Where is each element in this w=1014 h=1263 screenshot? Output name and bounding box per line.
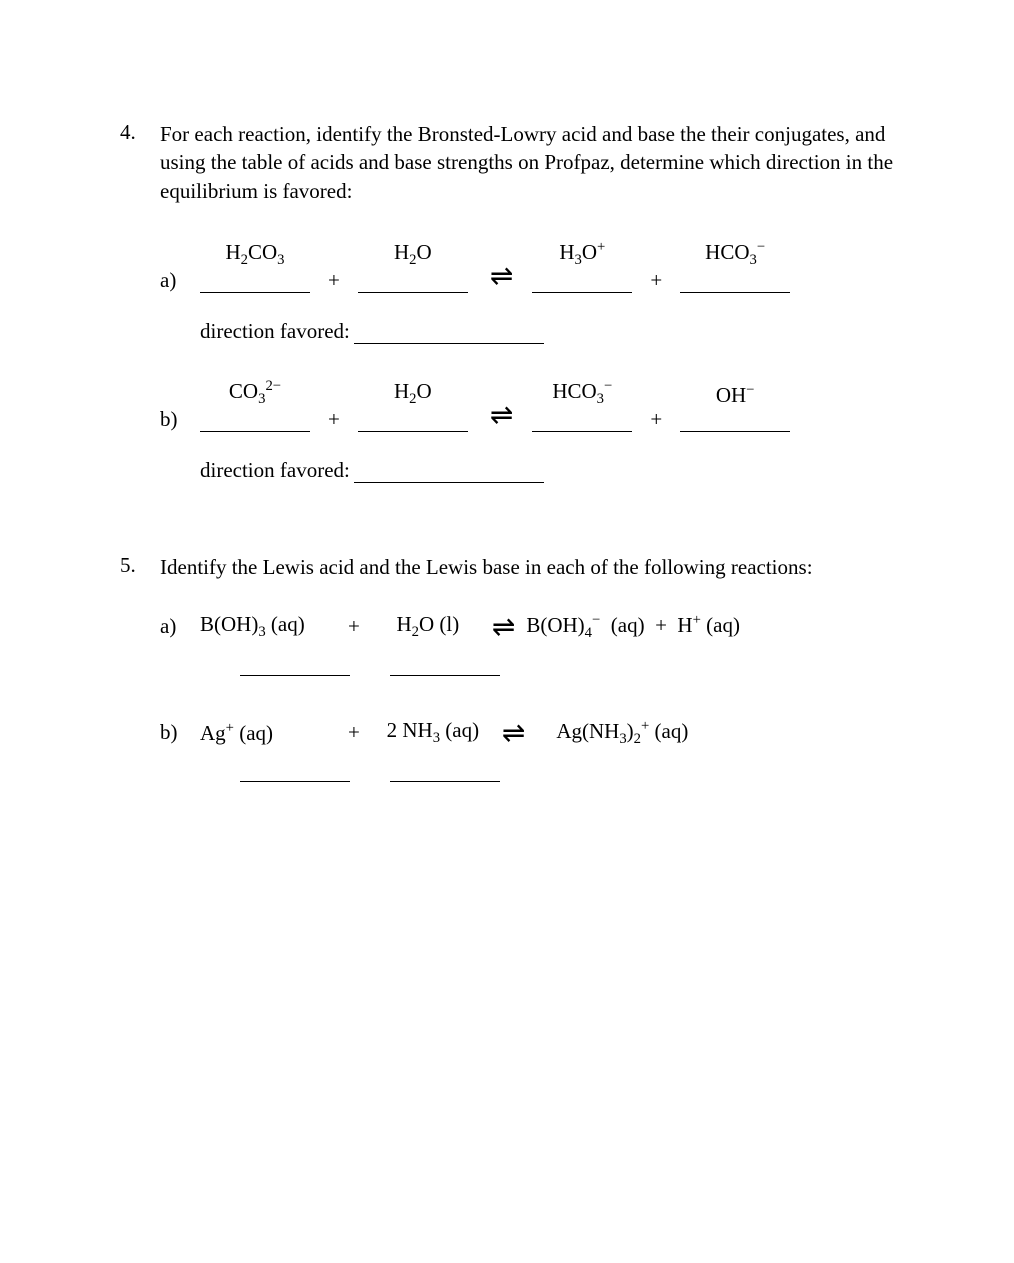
reactant-1: H2CO3 <box>225 240 284 269</box>
direction-blank <box>354 342 544 344</box>
reactant-1: CO32− <box>229 378 281 408</box>
worksheet-page: { "q4": { "number": "4.", "prompt": "For… <box>0 0 1014 1263</box>
reaction-row: b) CO32− + H2O ⇌ HCO3− + OH− <box>160 378 914 432</box>
blank-line <box>358 430 468 432</box>
plus: + <box>310 268 358 293</box>
blank-line <box>390 674 500 676</box>
equilibrium-arrow: ⇌ <box>478 610 526 644</box>
blank-line <box>200 430 310 432</box>
reactant-1: B(OH)3 (aq) <box>200 612 330 641</box>
reactant-2: H2O <box>394 379 432 408</box>
equilibrium-arrow: ⇌ <box>468 398 532 432</box>
products: Ag(NH3)2+ (aq) <box>536 718 688 748</box>
part-label: a) <box>160 614 200 639</box>
product-1: H3O+ <box>559 239 605 269</box>
product-2: OH− <box>716 382 755 408</box>
question-prompt: Identify the Lewis acid and the Lewis ba… <box>160 553 914 581</box>
question-number: 5. <box>120 553 160 578</box>
direction-label: direction favored: <box>200 319 350 344</box>
blank-line <box>240 674 350 676</box>
question-number: 4. <box>120 120 160 145</box>
q4-part-b: b) CO32− + H2O ⇌ HCO3− + OH− direction f… <box>160 378 914 483</box>
blank-line <box>532 291 632 293</box>
reactant-1: Ag+ (aq) <box>200 720 330 746</box>
blank-line <box>390 780 500 782</box>
q5-part-a: a) B(OH)3 (aq) + H2O (l) ⇌ B(OH)4− (aq) … <box>160 610 914 676</box>
blank-line <box>358 291 468 293</box>
question-4: 4. For each reaction, identify the Brons… <box>120 120 914 205</box>
part-label: b) <box>160 407 200 432</box>
equilibrium-arrow: ⇌ <box>488 716 536 750</box>
plus: + <box>310 407 358 432</box>
blank-line <box>200 291 310 293</box>
product-2: HCO3− <box>705 239 765 269</box>
plus: + <box>330 720 378 745</box>
reaction-row: b) Ag+ (aq) + 2 NH3 (aq) ⇌ Ag(NH3)2+ (aq… <box>160 716 914 750</box>
part-label: a) <box>160 268 200 293</box>
blank-line <box>240 780 350 782</box>
plus: + <box>632 268 680 293</box>
answer-blanks <box>240 780 914 782</box>
reaction-row: a) B(OH)3 (aq) + H2O (l) ⇌ B(OH)4− (aq) … <box>160 610 914 644</box>
reactant-2: H2O (l) <box>378 612 478 641</box>
plus: + <box>632 407 680 432</box>
reaction-row: a) H2CO3 + H2O ⇌ H3O+ + HCO3− <box>160 239 914 293</box>
blank-line <box>680 291 790 293</box>
blank-line <box>680 430 790 432</box>
plus: + <box>330 614 378 639</box>
question-prompt: For each reaction, identify the Bronsted… <box>160 120 914 205</box>
direction-blank <box>354 481 544 483</box>
spacer <box>120 483 914 553</box>
question-5: 5. Identify the Lewis acid and the Lewis… <box>120 553 914 581</box>
q4-part-a: a) H2CO3 + H2O ⇌ H3O+ + HCO3− direction … <box>160 239 914 344</box>
reactant-2: 2 NH3 (aq) <box>378 718 488 747</box>
blank-line <box>532 430 632 432</box>
direction-row: direction favored: <box>200 458 914 483</box>
product-1: HCO3− <box>552 378 612 408</box>
answer-blanks <box>240 674 914 676</box>
products: B(OH)4− (aq) + H+ (aq) <box>526 612 740 642</box>
equilibrium-arrow: ⇌ <box>468 259 532 293</box>
part-label: b) <box>160 720 200 745</box>
direction-row: direction favored: <box>200 319 914 344</box>
reactant-2: H2O <box>394 240 432 269</box>
direction-label: direction favored: <box>200 458 350 483</box>
q5-part-b: b) Ag+ (aq) + 2 NH3 (aq) ⇌ Ag(NH3)2+ (aq… <box>160 716 914 782</box>
